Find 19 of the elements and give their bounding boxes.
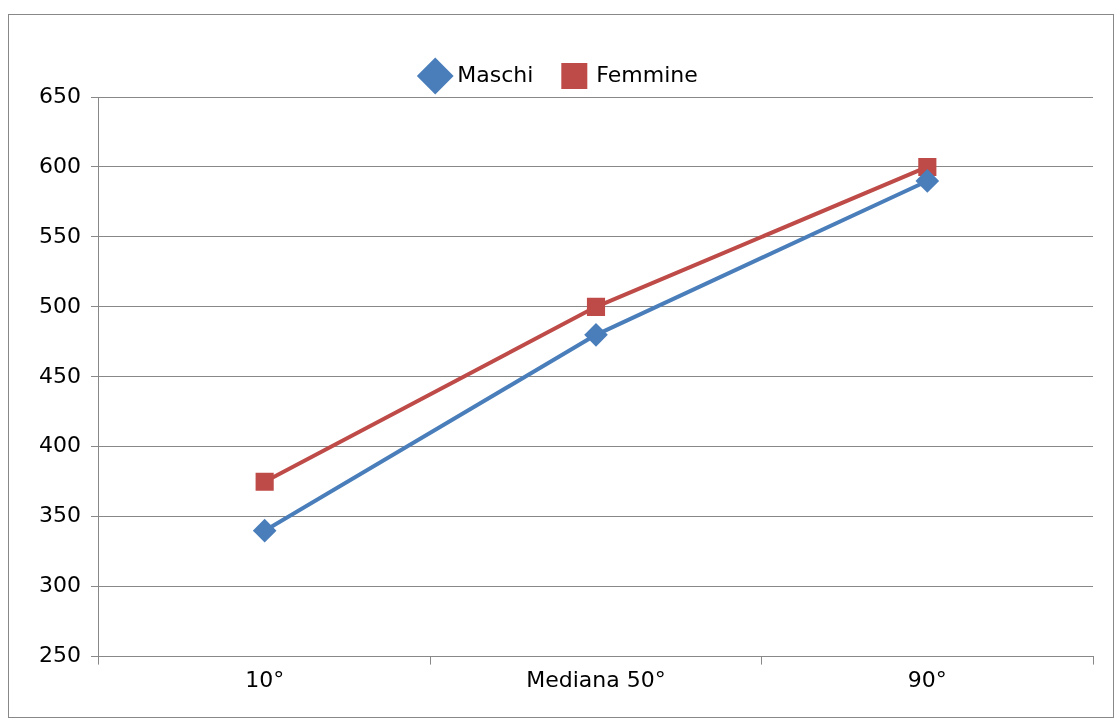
y-tick-label: 600 [38,152,81,178]
point [255,472,274,491]
y-tick-label: 250 [38,642,81,668]
point [253,519,276,542]
y-tick-label: 350 [38,502,81,528]
y-tick-label: 300 [38,572,81,598]
legend-label: Maschi [457,61,534,87]
point [585,323,607,346]
legend-label: Femmine [596,61,698,87]
y-tick-label: 650 [38,82,81,108]
x-tick-label: Mediana 50° [526,666,666,692]
x-tick-label: 90° [907,666,947,692]
y-tick-label: 400 [38,432,81,458]
y-tick-label: 500 [38,292,81,318]
point [586,297,606,316]
x-tick-label: 10° [245,666,285,692]
y-tick-label: 550 [38,222,81,248]
y-tick-label: 450 [38,362,81,388]
point [916,169,939,192]
